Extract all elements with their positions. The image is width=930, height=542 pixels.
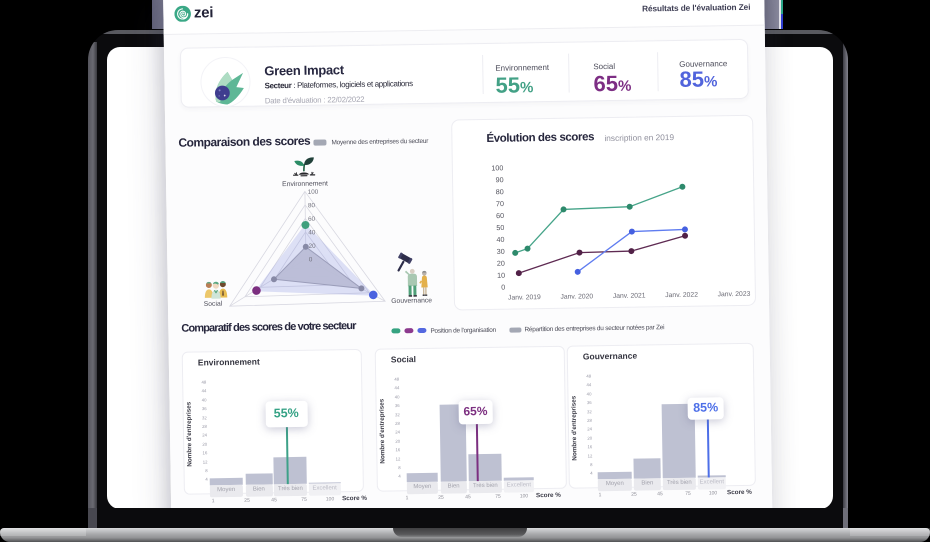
svg-text:100: 100 <box>308 189 319 196</box>
svg-text:0: 0 <box>309 256 313 263</box>
svg-text:Janv. 2022: Janv. 2022 <box>665 291 698 299</box>
svg-text:Janv. 2020: Janv. 2020 <box>560 293 593 301</box>
svg-text:Environnement: Environnement <box>282 180 328 188</box>
svg-text:20: 20 <box>496 258 504 267</box>
svg-text:90: 90 <box>495 175 503 184</box>
svg-text:10: 10 <box>496 270 504 279</box>
svg-text:80: 80 <box>495 187 503 196</box>
svg-text:60: 60 <box>496 210 504 219</box>
svg-text:50: 50 <box>496 222 504 231</box>
svg-text:0: 0 <box>501 282 505 291</box>
svg-text:100: 100 <box>491 163 503 172</box>
svg-text:Janv. 2021: Janv. 2021 <box>612 292 645 300</box>
svg-text:30: 30 <box>496 246 504 255</box>
svg-text:70: 70 <box>495 199 503 208</box>
svg-text:20: 20 <box>309 243 317 250</box>
svg-text:60: 60 <box>308 216 316 223</box>
svg-text:80: 80 <box>308 202 316 209</box>
svg-text:Gouvernance: Gouvernance <box>391 297 432 305</box>
svg-text:40: 40 <box>308 229 316 236</box>
svg-text:Janv. 2023: Janv. 2023 <box>717 290 750 298</box>
svg-text:Social: Social <box>204 301 223 308</box>
svg-text:Janv. 2019: Janv. 2019 <box>507 294 540 302</box>
svg-text:40: 40 <box>496 234 504 243</box>
